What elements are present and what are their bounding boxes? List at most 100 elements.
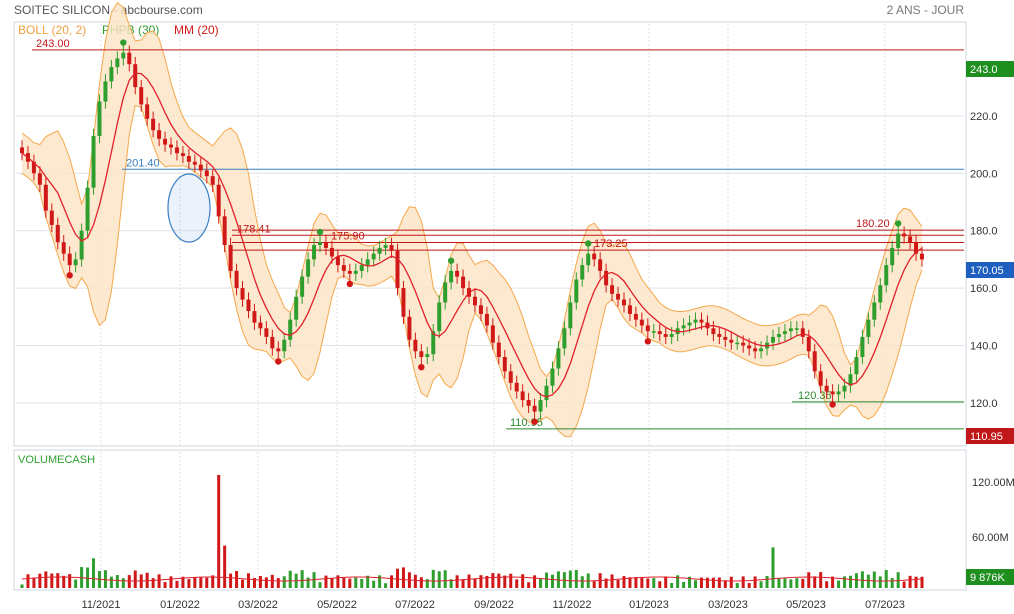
volume-bar [163, 582, 167, 588]
volume-bar [425, 579, 429, 588]
candle-body [890, 247, 895, 266]
candle-body [61, 242, 66, 254]
candle-body [264, 328, 269, 337]
volume-bar [699, 577, 703, 588]
candle-body [550, 368, 555, 386]
volume-bar [604, 578, 608, 588]
volume-bar [32, 578, 36, 588]
candle-body [610, 285, 615, 294]
volume-bar [330, 578, 334, 588]
candle-body [562, 328, 567, 349]
volume-bar [44, 571, 48, 588]
volume-bar [455, 575, 459, 588]
candle-body [747, 345, 752, 349]
x-tick-label: 11/2022 [553, 599, 592, 611]
volume-bar [443, 570, 447, 588]
candle-body [532, 405, 537, 412]
volume-bar [640, 576, 644, 588]
candle-body [699, 319, 704, 323]
bollinger-fill [22, 2, 922, 437]
candle-body [484, 313, 489, 326]
volume-bar [241, 579, 245, 588]
volume-bar [694, 580, 698, 588]
volume-bar [884, 570, 888, 588]
volume-panel-frame [13, 449, 967, 591]
candle-body [526, 400, 531, 406]
volume-bar [217, 474, 221, 588]
candle-body [282, 339, 287, 352]
candle-body [270, 336, 275, 349]
bollinger-bands [21, 1, 923, 438]
level-box-110-label: 110.95 [970, 431, 1003, 443]
candle-body [371, 253, 376, 260]
volume-bar [723, 580, 727, 588]
volume-bar [276, 578, 280, 588]
volume-bar [920, 576, 924, 588]
candle-body [55, 224, 60, 243]
candle-body [633, 313, 638, 320]
volume-bar [664, 576, 668, 588]
candle-body [723, 336, 728, 340]
candle-body [204, 170, 209, 177]
volume-bar [324, 575, 328, 588]
candle-body [294, 296, 299, 320]
volume-bar [872, 571, 876, 588]
candle-body [830, 391, 835, 395]
y-tick-label: 180.0 [970, 226, 998, 238]
x-tick-label: 11/2021 [82, 599, 121, 611]
volume-bar [854, 573, 858, 588]
candle-body [103, 81, 108, 102]
candle-body [574, 279, 579, 303]
volume-bar [628, 577, 632, 588]
candle-body [300, 276, 305, 297]
candle-body [228, 245, 233, 271]
volume-bar [366, 575, 370, 588]
candle-body [669, 334, 674, 337]
candle-body [514, 382, 519, 392]
candle-body [490, 325, 495, 343]
candle-body [133, 64, 138, 88]
candle-body [335, 256, 340, 266]
candle-body [389, 245, 394, 251]
candle-body [854, 357, 859, 375]
candle-body [538, 400, 543, 412]
price-panel-frame [13, 21, 967, 447]
candle-body [67, 253, 72, 266]
candle-body [31, 161, 36, 174]
volume-bar [831, 576, 835, 588]
candle-body [341, 265, 346, 271]
legend-mm: MM (20) [174, 23, 219, 37]
candle-body [586, 253, 591, 266]
ma-line [21, 72, 923, 398]
volume-bar [711, 577, 715, 588]
candle-body [788, 328, 793, 332]
x-tick-label: 07/2023 [865, 599, 905, 611]
candle-body [413, 339, 418, 352]
volume-ma-line [21, 576, 923, 582]
candle-body [836, 391, 841, 395]
volume-bar [449, 579, 453, 588]
candle-body [425, 354, 430, 358]
level-label-178.41: 178.41 [237, 223, 271, 235]
candle-body [347, 270, 352, 274]
candle-body [848, 374, 853, 386]
phpb-up-marker [585, 240, 592, 247]
candle-body [651, 331, 656, 333]
phpb-down-marker [829, 401, 836, 408]
candle-body [616, 293, 621, 300]
volume-bar [908, 575, 912, 588]
volume-bar [401, 567, 405, 588]
candle-body [776, 334, 781, 337]
volume-bar [807, 572, 811, 588]
volume-bar [574, 569, 578, 588]
volume-bar [634, 577, 638, 588]
candle-body [645, 325, 650, 332]
phpb-down-marker [346, 280, 354, 288]
candle-body [222, 216, 227, 246]
volume-bar [896, 572, 900, 588]
volume-bar [336, 575, 340, 588]
volume-bar [62, 575, 66, 588]
volume-bar [354, 577, 358, 588]
volume-tick-120m: 120.00M [972, 477, 1014, 489]
volume-bar [395, 568, 399, 588]
